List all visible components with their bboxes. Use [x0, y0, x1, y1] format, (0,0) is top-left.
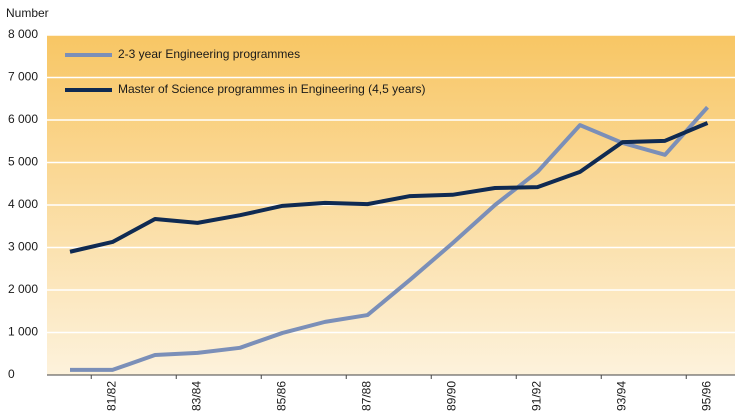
x-tick-label: 81/82	[105, 381, 119, 411]
y-tick-label: 7 000	[8, 70, 38, 84]
legend-label: 2-3 year Engineering programmes	[118, 47, 300, 61]
y-tick-label: 6 000	[8, 112, 38, 126]
x-tick-label: 91/92	[530, 381, 544, 411]
series-line	[70, 105, 709, 372]
legend: 2-3 year Engineering programmes Master of…	[65, 47, 425, 96]
y-tick-label: 8 000	[8, 27, 38, 41]
y-tick-label: 5 000	[8, 155, 38, 169]
y-axis-label: Number	[6, 6, 49, 20]
y-tick-label: 1 000	[8, 325, 38, 339]
y-tick-label: 4 000	[8, 197, 38, 211]
series-line	[69, 121, 709, 254]
x-tick-label: 87/88	[360, 381, 374, 411]
legend-label: Master of Science programmes in Engineer…	[118, 82, 425, 96]
x-tick-label: 83/84	[190, 381, 204, 411]
x-tick-label: 93/94	[615, 381, 629, 411]
x-tick-label: 85/86	[275, 381, 289, 411]
y-tick-label: 2 000	[8, 282, 38, 296]
x-tick-label: 89/90	[445, 381, 459, 411]
y-tick-label: 3 000	[8, 240, 38, 254]
y-tick-label: 0	[8, 367, 15, 381]
x-tick-label: 95/96	[700, 381, 714, 411]
